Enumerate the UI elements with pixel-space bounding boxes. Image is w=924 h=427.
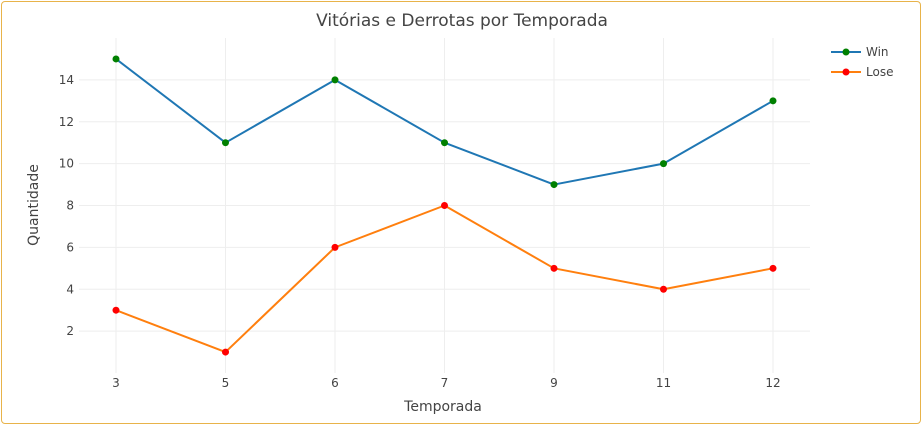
series-layer xyxy=(112,55,777,356)
data-point-win xyxy=(222,139,229,147)
x-axis-ticks: 3 5 6 7 9 11 12 xyxy=(112,376,780,390)
data-point-win xyxy=(112,55,120,63)
y-tick-label: 12 xyxy=(59,115,74,129)
legend-marker-win xyxy=(842,48,850,56)
legend-label-win: Win xyxy=(866,45,889,59)
legend-label-lose: Lose xyxy=(866,65,893,79)
grid xyxy=(79,38,810,373)
y-tick-label: 2 xyxy=(66,324,74,338)
y-tick-label: 4 xyxy=(66,282,74,296)
legend: Win Lose xyxy=(831,45,893,79)
y-tick-label: 8 xyxy=(66,199,74,213)
data-point-win xyxy=(441,139,448,147)
x-tick-label: 9 xyxy=(550,376,558,390)
y-tick-label: 10 xyxy=(59,157,74,171)
x-tick-label: 12 xyxy=(765,376,780,390)
y-tick-label: 14 xyxy=(59,73,74,87)
x-tick-label: 6 xyxy=(331,376,339,390)
x-tick-label: 5 xyxy=(222,376,230,390)
data-point-win xyxy=(550,181,558,189)
chart-title: Vitórias e Derrotas por Temporada xyxy=(316,11,608,31)
data-point-lose xyxy=(550,264,558,272)
data-point-lose xyxy=(331,243,339,251)
x-tick-label: 7 xyxy=(441,376,449,390)
x-tick-label: 11 xyxy=(656,376,671,390)
x-tick-label: 3 xyxy=(112,376,120,390)
data-point-lose xyxy=(441,202,448,209)
data-point-lose xyxy=(660,285,667,293)
data-point-win xyxy=(660,160,667,168)
x-axis-title: Temporada xyxy=(403,399,482,415)
legend-item-win[interactable]: Win xyxy=(831,45,889,59)
y-tick-label: 6 xyxy=(66,240,74,254)
data-point-lose xyxy=(769,264,777,272)
y-axis-title: Quantidade xyxy=(26,164,42,246)
data-point-win xyxy=(331,76,339,84)
legend-item-lose[interactable]: Lose xyxy=(831,65,893,79)
legend-marker-lose xyxy=(842,68,850,76)
data-point-lose xyxy=(112,306,120,314)
data-point-win xyxy=(769,97,777,105)
data-point-lose xyxy=(222,348,229,356)
y-axis-ticks: 2 4 6 8 10 12 14 xyxy=(59,73,74,338)
